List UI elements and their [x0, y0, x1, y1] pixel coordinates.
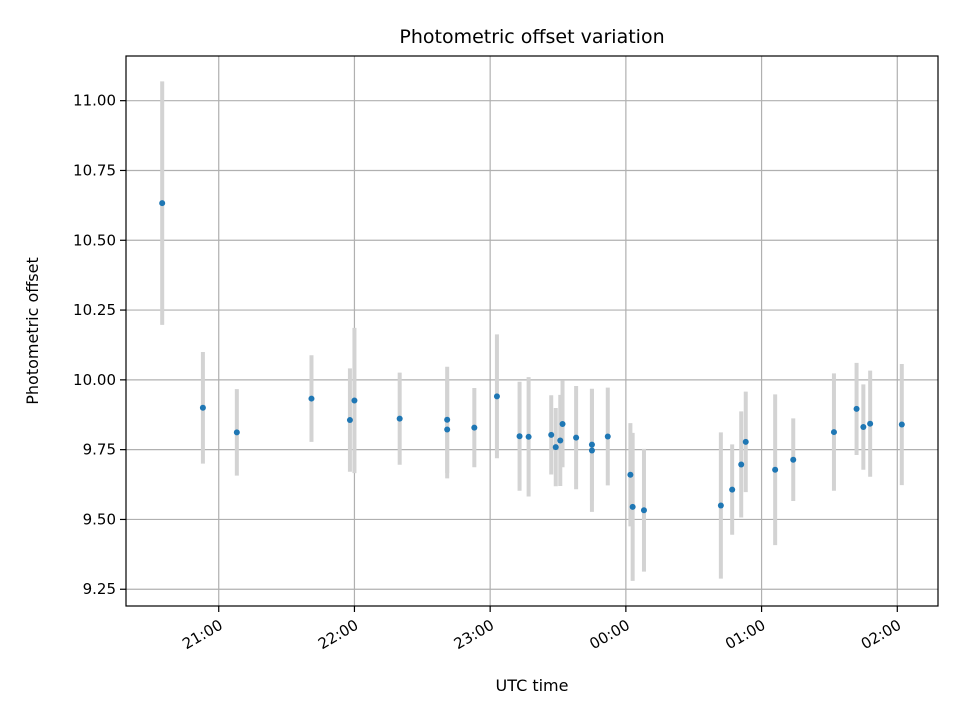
- y-tick-label: 9.75: [83, 441, 116, 459]
- x-tick-label: 23:00: [451, 616, 497, 653]
- data-point: [627, 471, 634, 478]
- y-tick-label: 9.50: [83, 510, 116, 528]
- data-point: [629, 503, 636, 510]
- x-axis-label: UTC time: [496, 676, 569, 695]
- x-tick-label: 00:00: [586, 616, 632, 653]
- data-point: [898, 421, 905, 428]
- data-point: [557, 437, 564, 444]
- data-point: [559, 420, 566, 427]
- plot-frame: [125, 55, 939, 607]
- data-point: [588, 441, 595, 448]
- data-point: [552, 444, 559, 451]
- data-point: [444, 416, 451, 423]
- y-tick-label: 10.75: [73, 161, 116, 179]
- data-point: [346, 417, 353, 424]
- data-point: [233, 429, 240, 436]
- data-point: [548, 431, 555, 438]
- data-point: [738, 461, 745, 468]
- data-point: [604, 433, 611, 440]
- x-tick-label: 21:00: [179, 616, 225, 653]
- data-point: [159, 200, 166, 207]
- errorbar-layer: [160, 81, 904, 581]
- data-point: [830, 429, 837, 436]
- data-point: [772, 466, 779, 473]
- data-point: [573, 434, 580, 441]
- y-tick-label: 10.25: [73, 301, 116, 319]
- chart-title: Photometric offset variation: [399, 26, 664, 48]
- data-point: [588, 447, 595, 454]
- data-point: [308, 395, 315, 402]
- grid-layer: [126, 56, 938, 606]
- y-tick-label: 11.00: [73, 92, 116, 110]
- y-tick-label: 10.00: [73, 371, 116, 389]
- point-layer: [159, 200, 905, 514]
- data-point: [867, 420, 874, 427]
- data-point: [493, 393, 500, 400]
- data-point: [717, 502, 724, 509]
- data-point: [860, 424, 867, 431]
- x-tick-label: 01:00: [722, 616, 768, 653]
- x-tick-label: 22:00: [315, 616, 361, 653]
- y-axis-label: Photometric offset: [23, 257, 42, 405]
- x-tick-label: 02:00: [858, 616, 904, 653]
- data-point: [516, 433, 523, 440]
- y-tick-label: 9.25: [83, 580, 116, 598]
- data-point: [396, 415, 403, 422]
- y-tick-label: 10.50: [73, 231, 116, 249]
- data-point: [742, 438, 749, 445]
- data-point: [729, 486, 736, 493]
- data-point: [640, 507, 647, 514]
- data-point: [853, 405, 860, 412]
- data-point: [444, 426, 451, 433]
- data-point: [471, 424, 478, 431]
- data-point: [790, 456, 797, 463]
- x-axis-ticks: 21:00 22:00 23:00 00:00 01:00 02:00: [179, 606, 904, 653]
- data-point: [199, 404, 206, 411]
- data-point: [525, 433, 532, 440]
- y-axis-ticks: 9.25 9.50 9.75 10.00 10.25 10.50 10.75 11.00: [73, 92, 126, 598]
- data-point: [351, 397, 358, 404]
